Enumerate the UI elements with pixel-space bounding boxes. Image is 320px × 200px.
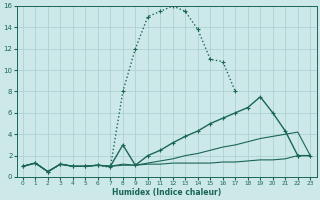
- X-axis label: Humidex (Indice chaleur): Humidex (Indice chaleur): [112, 188, 221, 197]
